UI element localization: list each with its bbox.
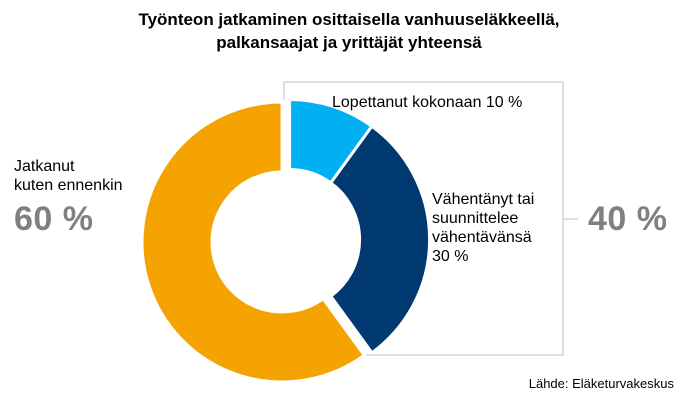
slice-label-vahentanyt: Vähentänyt tai suunnittelee vähentävänsä… [432,190,534,266]
chart-title: Työnteon jatkaminen osittaisella vanhuus… [0,8,698,54]
slice-label-jatkanut-line1: Jatkanut [14,158,75,175]
donut-slice-2 [140,100,367,384]
group-bracket [283,81,564,356]
slice-value-jatkanut: 60 % [14,200,94,238]
source-note: Lähde: Eläketurvakeskus [528,376,674,391]
slice-label-jatkanut-line2: kuten ennenkin [14,177,123,194]
slice-label-vahentanyt-line1: Vähentänyt tai [432,191,535,208]
slice-label-lopettanut: Lopettanut kokonaan 10 % [332,94,523,111]
slice-label-vahentanyt-line2: suunnittelee [432,210,519,227]
slice-label-vahentanyt-line4: 30 % [432,248,469,265]
slice-label-vahentanyt-line3: vähentävänsä [432,229,532,246]
donut-slice-1 [328,124,432,355]
chart-title-line1: Työnteon jatkaminen osittaisella vanhuus… [138,10,560,29]
chart-title-line2: palkansaajat ja yrittäjät yhteensä [216,33,482,52]
slice-label-jatkanut: Jatkanut kuten ennenkin [14,157,123,195]
donut-slices [140,98,432,384]
group-total-value: 40 % [588,200,668,238]
